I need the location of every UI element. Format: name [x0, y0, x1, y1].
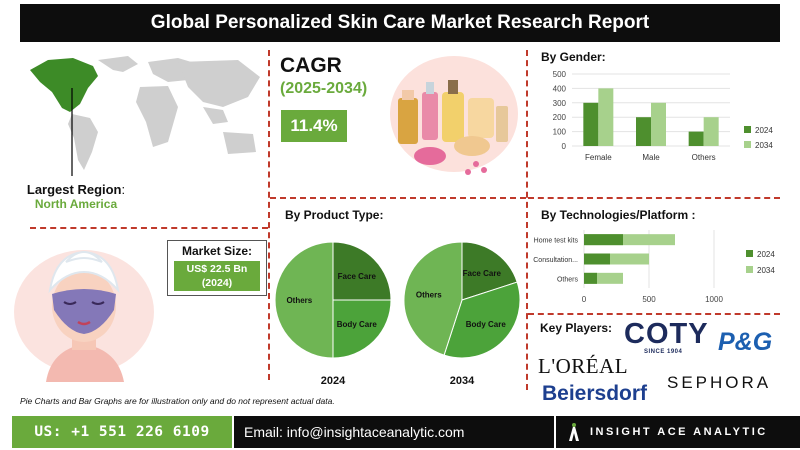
pie-slice [274, 241, 334, 359]
x-tick-label: 0 [582, 295, 587, 304]
largest-region-value: North America [34, 197, 118, 211]
gender-chart-title: By Gender: [541, 50, 606, 64]
bar [688, 131, 704, 146]
coty-logo: COTY [624, 318, 709, 350]
legend-label: 2034 [755, 141, 773, 150]
legend-label: 2024 [757, 250, 775, 259]
bar [584, 234, 675, 246]
disclaimer-footnote: Pie Charts and Bar Graphs are for illust… [20, 396, 335, 406]
coty-logo-subtitle: SINCE 1904 [644, 349, 683, 355]
gender-bar-chart: 0 100 200 300 400 500 Female Male Others 2024 2034 [553, 70, 774, 162]
key-players-title: Key Players: [540, 321, 613, 335]
legend-swatch [746, 266, 753, 273]
pie-slice [461, 241, 518, 301]
bar [703, 117, 719, 146]
brand-logo-icon [569, 423, 579, 441]
beiersdorf-logo: Beiersdorf [542, 382, 648, 405]
x-tick-label: Female [585, 153, 612, 162]
y-tick-label: Home test kits [534, 238, 579, 245]
pie-slice [332, 241, 392, 301]
brand-name: INSIGHT ACE ANALYTIC [590, 426, 768, 438]
tech-chart-title: By Technologies/Platform : [541, 208, 696, 222]
bar [584, 253, 649, 265]
report-title: Global Personalized Skin Care Market Res… [20, 4, 780, 42]
product-pie-charts: Face Care Body Care Others 2024 Face Care Bod… [274, 241, 521, 387]
pie-year-label: 2024 [321, 375, 346, 387]
legend-swatch [744, 126, 751, 133]
bar [584, 272, 597, 284]
x-tick-label: 500 [642, 295, 656, 304]
market-size-value: US$ 22.5 Bn (2024) [174, 261, 260, 291]
pie-slice-label: Face Care [463, 269, 502, 278]
sephora-logo: SEPHORA [667, 373, 772, 392]
loreal-logo: L'ORÉAL [538, 354, 629, 378]
divider-horizontal-right [528, 197, 780, 199]
market-size-box [167, 240, 267, 296]
y-tick-label: 400 [553, 84, 567, 93]
pie-slice-label: Others [416, 291, 442, 300]
product-chart-title: By Product Type: [285, 208, 384, 222]
bar [636, 117, 651, 146]
world-map [30, 56, 260, 176]
legend-label: 2024 [755, 126, 773, 135]
footer-brand: INSIGHT ACE ANALYTIC [556, 416, 800, 448]
bar [584, 234, 623, 246]
largest-region-label: Largest Region: [26, 182, 126, 197]
pie-slice-label: Body Care [337, 320, 378, 329]
x-tick-label: 1000 [705, 295, 723, 304]
bar [584, 272, 623, 284]
legend-swatch [744, 141, 751, 148]
pie-slice-label: Body Care [466, 320, 507, 329]
pie-slice-label: Others [286, 296, 312, 305]
bar [584, 253, 610, 265]
divider-vertical-left [268, 50, 270, 380]
face-mask-illustration [14, 250, 154, 382]
legend-swatch [746, 250, 753, 257]
pie-slice [332, 299, 392, 359]
bar [651, 102, 666, 146]
y-tick-label: Others [557, 276, 579, 283]
y-tick-label: 300 [553, 99, 567, 108]
legend-label: 2034 [757, 266, 775, 275]
cosmetics-illustration [390, 56, 518, 175]
footer-email: Email: info@insightaceanalytic.com [234, 416, 554, 448]
cagr-value: 11.4% [281, 110, 347, 142]
bar [598, 88, 614, 146]
divider-horizontal-left [30, 227, 268, 229]
cagr-years: (2025-2034) [280, 80, 368, 97]
x-tick-label: Male [642, 153, 660, 162]
y-tick-label: 100 [553, 128, 567, 137]
y-tick-label: 500 [553, 70, 567, 79]
pie-slice [403, 241, 463, 356]
x-tick-label: Others [692, 153, 716, 162]
market-size-label: Market Size: [181, 244, 253, 258]
divider-horizontal-right-2 [528, 313, 780, 315]
y-tick-label: Consultation... [533, 257, 578, 264]
divider-vertical-right [526, 50, 528, 390]
pie-slice-label: Face Care [338, 272, 377, 281]
pie-year-label: 2034 [450, 375, 475, 387]
cagr-label: CAGR [280, 54, 342, 77]
bar [583, 102, 599, 146]
north-america-shape [30, 58, 98, 112]
tech-bar-chart: 0 500 1000 Home test kits Consultation... Oth… [533, 230, 775, 304]
y-tick-label: 200 [553, 113, 567, 122]
pg-logo: P&G [718, 328, 773, 356]
divider-horizontal-middle [270, 197, 526, 199]
footer-phone: US: +1 551 226 6109 [12, 416, 232, 448]
y-tick-label: 0 [562, 142, 567, 151]
pie-slice [443, 281, 521, 359]
